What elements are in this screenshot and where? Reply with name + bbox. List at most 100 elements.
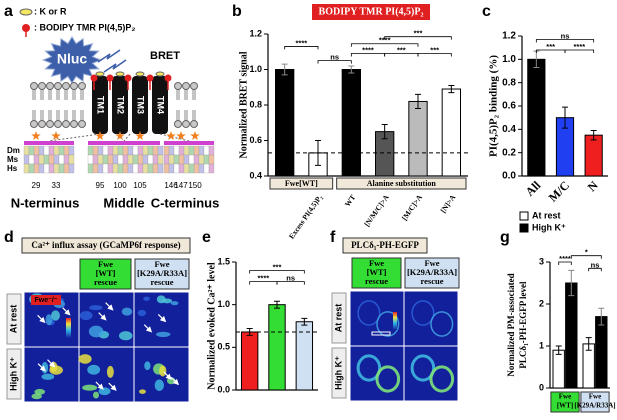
residue: [198, 154, 205, 165]
residue-number: 146: [164, 181, 178, 190]
residue: [208, 154, 215, 165]
residue: [63, 145, 70, 156]
region-label: Middle: [103, 195, 144, 210]
cell-outline: [430, 311, 454, 337]
column-label: [K29A/R33A]: [407, 267, 457, 277]
species-label: Dm: [7, 146, 20, 155]
column-label: rescue: [421, 276, 444, 286]
lipid-head: [30, 82, 38, 90]
header-box: [134, 258, 190, 290]
bar: [408, 100, 428, 177]
residue: [63, 163, 70, 174]
residue: [117, 145, 124, 156]
lipid-head: [54, 82, 62, 90]
signal: [98, 387, 111, 396]
y-axis-label: PLCδ₁-PH-EGFP level: [518, 281, 528, 369]
residue: [132, 154, 139, 165]
x-tick-label: WT: [343, 193, 358, 208]
signal: [79, 310, 93, 321]
tm-label: TM1: [96, 96, 106, 114]
tm-helix: [132, 76, 148, 134]
bar: [595, 316, 608, 389]
cell-outline: [356, 354, 382, 382]
residue: [188, 145, 195, 156]
x-tick-label: M/C: [546, 178, 572, 204]
y-tick-label: 0.4: [249, 170, 262, 180]
residue: [63, 154, 70, 165]
residue: [117, 154, 124, 165]
group-box: [269, 177, 334, 190]
x-tick-label: [M/C]>A: [400, 192, 424, 222]
residue: [168, 154, 175, 165]
bar: [565, 282, 578, 389]
significance-bracket: [558, 261, 572, 265]
x-tick-label: [N/M/C]>A: [362, 192, 391, 228]
arrow: [157, 314, 167, 323]
cell-outline: [376, 311, 400, 337]
signal: [155, 331, 171, 337]
signal: [106, 365, 114, 378]
residue: [183, 163, 190, 174]
residue: [58, 154, 65, 165]
kr-icon: [19, 8, 33, 16]
row-label: At rest: [333, 304, 343, 333]
header-box: [79, 258, 132, 290]
residue-number: 95: [96, 181, 105, 190]
legend-label: At rest: [532, 210, 561, 220]
y-tick-label: 1.2: [502, 31, 516, 42]
panel-label: d: [4, 229, 14, 246]
significance-bracket: [350, 43, 419, 47]
residue: [142, 154, 149, 165]
residue-number: 33: [52, 181, 61, 190]
residue: [68, 145, 75, 156]
signal: [31, 393, 42, 400]
signal: [78, 354, 92, 364]
residue-number: 150: [188, 181, 202, 190]
kr-site: [155, 71, 165, 77]
row-box: [331, 292, 347, 344]
x-tick-label: N: [585, 178, 601, 194]
residue: [68, 154, 75, 165]
error-bar: [348, 65, 355, 74]
lipid-head: [30, 120, 38, 128]
significance-label: ***: [397, 46, 406, 55]
pip2: [106, 74, 114, 82]
bar: [441, 88, 461, 177]
tm-helix: [92, 76, 108, 134]
y-tick-label: 1.0: [502, 54, 516, 65]
residue: [97, 145, 104, 156]
residue: [112, 145, 119, 156]
residue: [107, 154, 114, 165]
region-label: N-terminus: [11, 195, 80, 210]
significance-bracket: [276, 281, 305, 285]
significance-bracket: [535, 39, 595, 43]
residue: [33, 145, 40, 156]
cell-outline: [375, 365, 401, 393]
residue: [163, 154, 170, 165]
y-tick-label: 0.8: [502, 77, 516, 88]
pip2: [164, 74, 172, 82]
residue: [92, 163, 99, 174]
star: [135, 131, 145, 140]
signal: [41, 373, 55, 380]
bar: [341, 69, 361, 177]
y-tick-label: 1: [539, 340, 544, 350]
pip2: [146, 74, 154, 82]
residue: [163, 145, 170, 156]
residue-number: 100: [113, 181, 127, 190]
residue: [107, 163, 114, 174]
arrow: [47, 359, 56, 368]
panel-title: Ca²⁺ influx assay (GCaMP6f response): [31, 240, 180, 250]
residue: [68, 163, 75, 174]
cell-outline: [357, 300, 381, 326]
residue: [97, 163, 104, 174]
legend-swatch: [519, 211, 529, 221]
panel-title: PLCδ₁-PH-EGFP: [351, 240, 419, 250]
residue: [48, 163, 55, 174]
link-line: [123, 133, 131, 142]
lipid-head: [190, 120, 198, 128]
kr-site: [95, 71, 105, 77]
color-scale: [66, 318, 71, 338]
significance-bracket: [570, 255, 602, 259]
